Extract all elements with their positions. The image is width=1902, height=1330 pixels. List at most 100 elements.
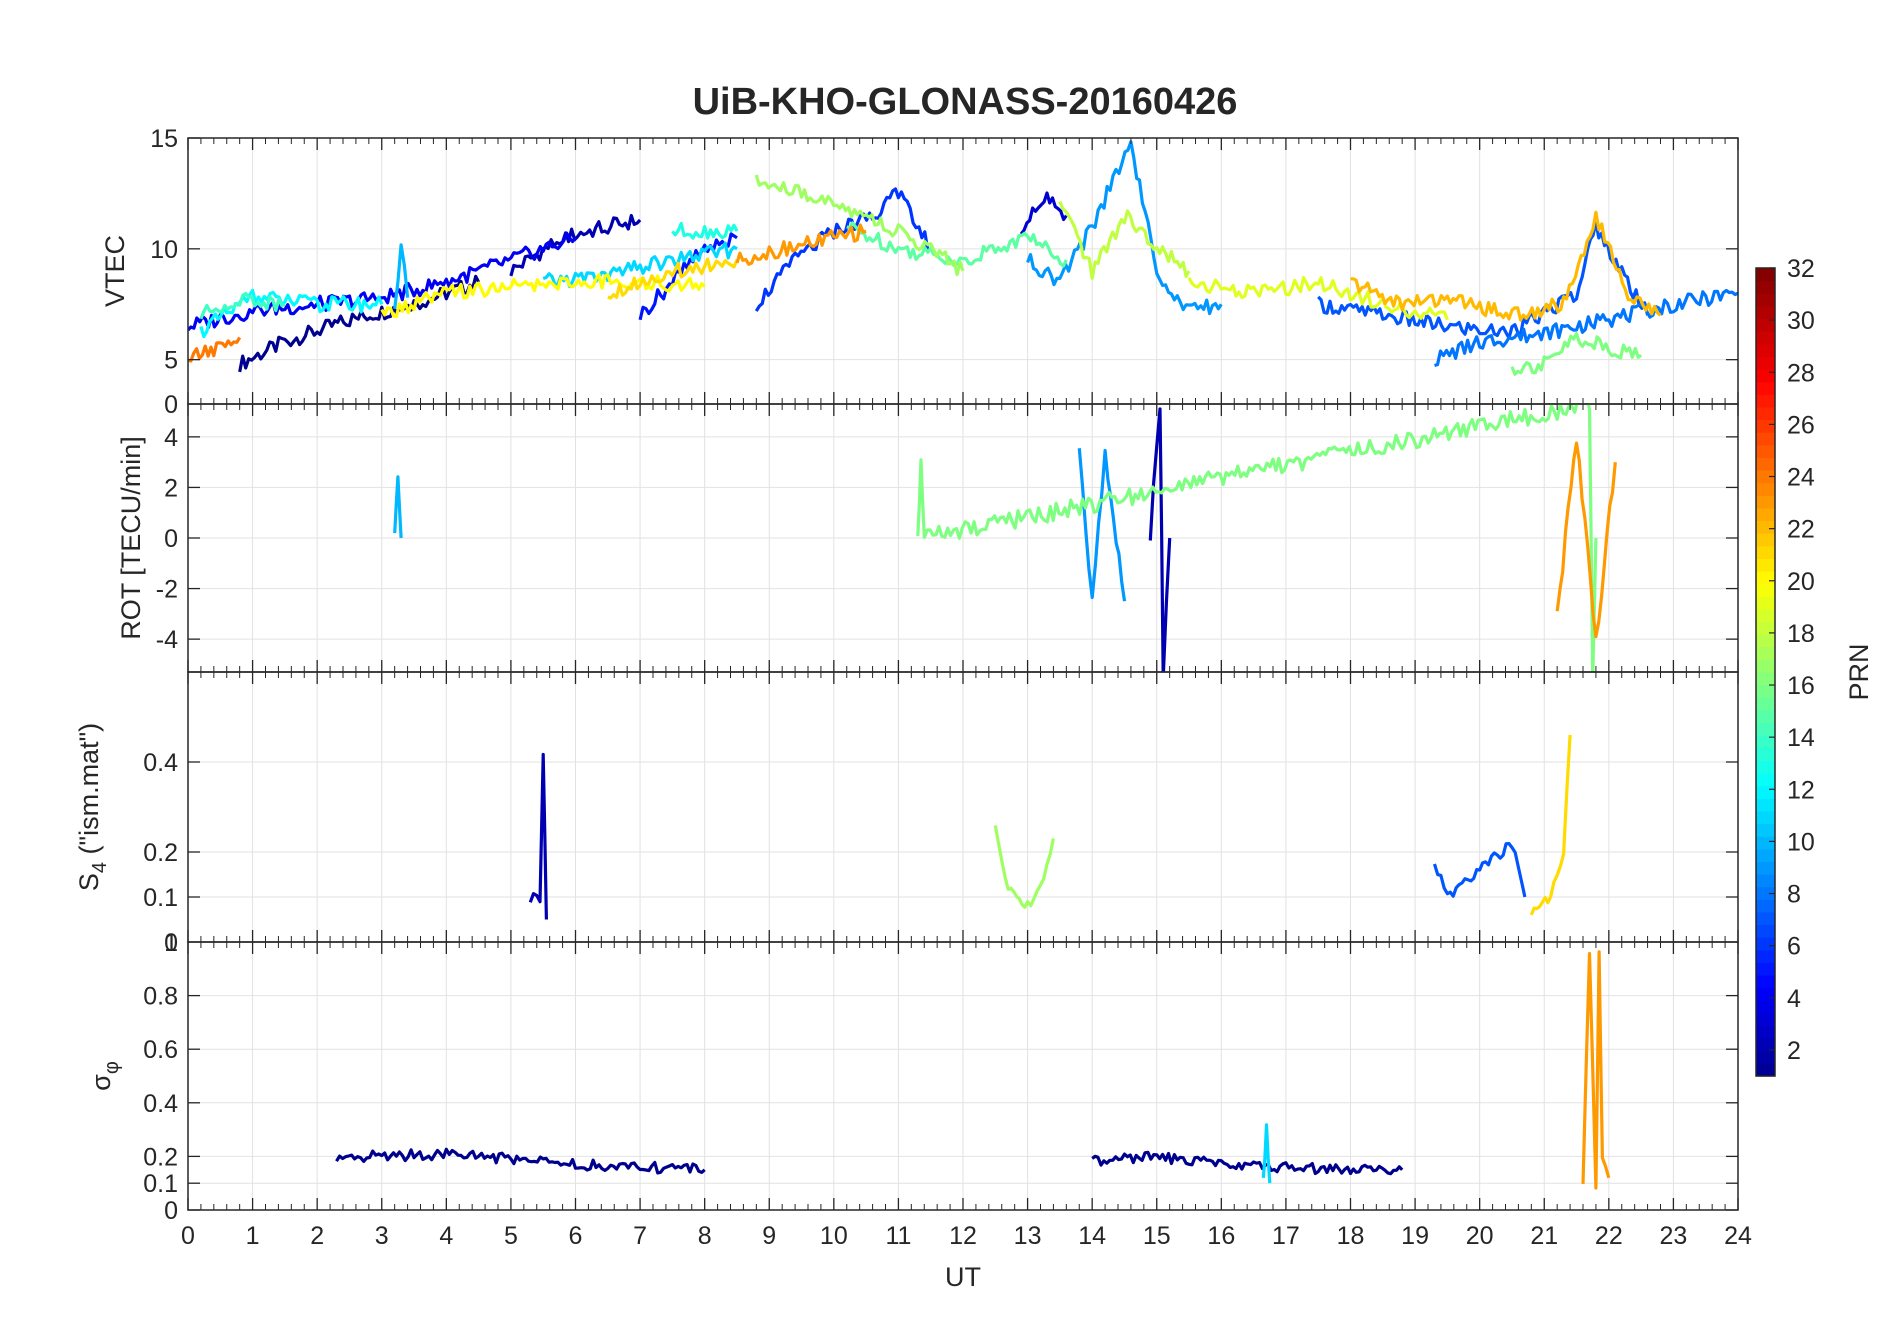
y-tick-label: 4 [164,424,178,452]
colorbar-swatch [1756,381,1775,395]
prn-16-line [916,404,1598,672]
prn-22-line [1350,210,1662,322]
x-tick-label: 2 [310,1222,324,1250]
colorbar-swatch [1756,394,1775,408]
colorbar-tick-label: 32 [1787,255,1815,283]
y-tick-label: 1 [164,929,178,957]
colorbar-swatch [1756,268,1775,282]
rot-series [393,404,1617,672]
colorbar-swatches [1756,268,1775,1077]
x-tick-label: 24 [1724,1222,1752,1250]
rot-y-label: ROT [TECU/min] [116,436,146,640]
x-tick-label: 8 [698,1222,712,1250]
colorbar-swatch [1756,318,1775,332]
prn-20-line [380,272,706,319]
colorbar-tick-label: 20 [1787,568,1815,596]
s4-panel: 0.1 0.2 0.4 0 S4 ("ism.mat") [74,671,1739,957]
colorbar-swatch [1756,886,1775,900]
prn-15-line [846,221,1068,268]
series-group [393,404,1617,672]
s4-grid [188,672,1738,942]
prn-12-line [199,288,384,339]
prn-11-line [542,241,738,289]
x-tick-label: 0 [181,1222,195,1250]
y-label-rest: ("ism.mat") [74,723,104,862]
colorbar-swatch [1756,621,1775,635]
x-tick-label: 15 [1143,1222,1171,1250]
vtec-series [188,140,1738,376]
y-tick-label: 0.1 [143,884,178,912]
colorbar-tick-label: 4 [1787,985,1801,1013]
x-tick-label: 3 [375,1222,389,1250]
y-tick-label: -4 [156,626,178,654]
x-tick-label: 9 [762,1222,776,1250]
prn-21-line [1529,734,1572,916]
colorbar-swatch [1756,1038,1775,1052]
x-tick-label: 22 [1595,1222,1623,1250]
colorbar-swatch [1756,836,1775,850]
prn-10-line [393,243,410,309]
colorbar-swatch [1756,798,1775,812]
y-tick-label: 0.2 [143,839,178,867]
colorbar-tick-label: 16 [1787,672,1815,700]
colorbar-swatch [1756,419,1775,433]
x-tick-label: 16 [1207,1222,1235,1250]
x-tick-label: 17 [1272,1222,1300,1250]
rot-ticks [187,404,1739,672]
colorbar-swatch [1756,975,1775,989]
x-tick-label: 1 [246,1222,260,1250]
prn-1-line [1091,1150,1404,1176]
colorbar-swatch [1756,1050,1775,1064]
colorbar-tick-label: 22 [1787,516,1815,544]
colorbar-swatch [1756,646,1775,660]
colorbar-tick-label: 8 [1787,881,1801,909]
x-tick-label: 6 [569,1222,583,1250]
x-tick-label: 13 [1014,1222,1042,1250]
prn-16-line [1510,332,1643,376]
colorbar-swatch [1756,305,1775,320]
prn-18-line [1058,201,1191,280]
prn-9-line [1026,140,1223,316]
colorbar-tick-label: 24 [1787,464,1815,492]
prn-10-line [393,475,403,539]
colorbar-swatch [1756,495,1775,509]
colorbar-swatch [1756,444,1775,458]
x-tick-label: 4 [439,1222,453,1250]
colorbar-swatch [1756,583,1775,597]
x-tick-label: 19 [1401,1222,1429,1250]
s4-ticks [187,672,1739,942]
colorbar-swatch [1756,558,1775,572]
prn-23-line [1555,441,1617,639]
y-tick-label: 0.4 [143,749,178,777]
colorbar-swatch [1756,432,1775,446]
colorbar-swatch [1756,697,1775,711]
prn-17-line [993,825,1055,909]
colorbar-swatch [1756,861,1775,875]
sigma-phi-series [335,950,1611,1190]
y-label-subscript: 4 [89,862,111,873]
colorbar-swatch [1756,1025,1775,1039]
colorbar-swatch [1756,848,1775,862]
colorbar-tick-label: 2 [1787,1037,1801,1065]
prn-23-line [735,223,867,266]
colorbar-swatch [1756,949,1775,963]
colorbar-swatch [1756,785,1775,799]
x-tick-label: 14 [1078,1222,1106,1250]
colorbar-swatch [1756,823,1775,837]
prn-2-line [1148,407,1172,672]
colorbar-swatch [1756,1063,1775,1077]
colorbar-swatch [1756,659,1775,673]
prn-2-line [528,752,548,920]
colorbar-swatch [1756,672,1775,686]
s4-tick-labels: 0.1 0.2 0.4 0 [143,749,178,957]
colorbar-swatch [1756,571,1775,585]
colorbar-swatch [1756,709,1775,724]
prn-23-line [1581,950,1611,1190]
y-tick-label: 0.1 [143,1170,178,1198]
y-tick-label: -2 [156,576,178,604]
colorbar-frame [1755,267,1776,1077]
colorbar-swatch [1756,406,1775,421]
colorbar-swatch [1756,810,1775,825]
series-group [188,140,1738,376]
